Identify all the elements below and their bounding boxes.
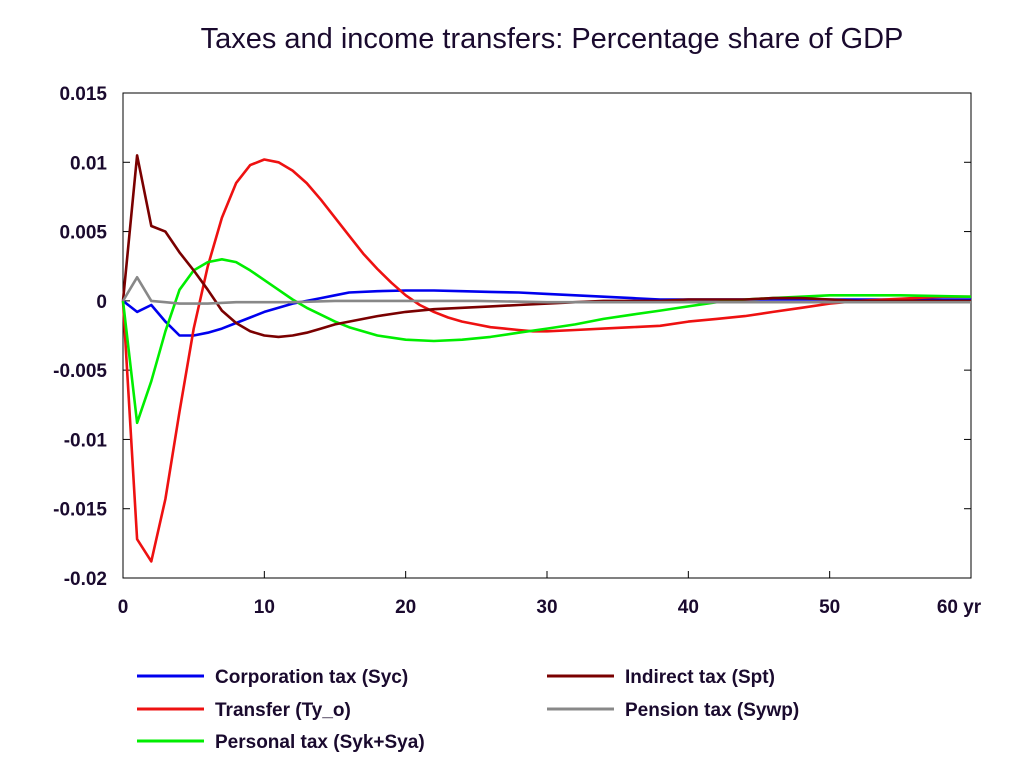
y-tick-label: -0.015 [53,500,107,521]
legend-label: Transfer (Ty_o) [215,700,351,721]
legend-label: Indirect tax (Spt) [625,667,775,688]
series-lines [121,154,972,563]
series-line-1 [121,158,971,563]
y-axis: 0.015 0.01 0.005 0 -0.005 -0.01 -0.015 -0.02 [53,84,971,590]
series-line-4 [121,276,971,305]
x-axis: 0 10 20 30 40 50 60 yr [118,571,982,618]
y-tick-label: -0.01 [64,430,108,451]
y-tick-label: 0.005 [59,223,107,244]
y-tick-label: 0.01 [70,153,107,174]
x-tick-label: 60 yr [937,597,982,618]
series-line-0 [122,289,971,337]
chart-title: Taxes and income transfers: Percentage s… [201,23,904,55]
x-tick-label: 30 [536,597,557,618]
legend: Corporation tax (Syc) Transfer (Ty_o) Pers… [137,667,799,753]
series-line-2 [121,258,972,425]
x-tick-label: 40 [678,597,699,618]
y-tick-label: -0.005 [53,361,107,382]
legend-label: Pension tax (Sywp) [625,700,799,721]
x-tick-label: 0 [118,597,129,618]
x-tick-label: 50 [819,597,840,618]
y-tick-label: 0 [96,292,107,313]
y-tick-label: -0.02 [64,569,107,590]
x-tick-label: 10 [254,597,275,618]
series-line-3 [121,154,971,339]
legend-label: Personal tax (Syk+Sya) [215,732,425,753]
y-tick-label: 0.015 [59,84,107,105]
legend-label: Corporation tax (Syc) [215,667,408,688]
x-tick-label: 20 [395,597,416,618]
